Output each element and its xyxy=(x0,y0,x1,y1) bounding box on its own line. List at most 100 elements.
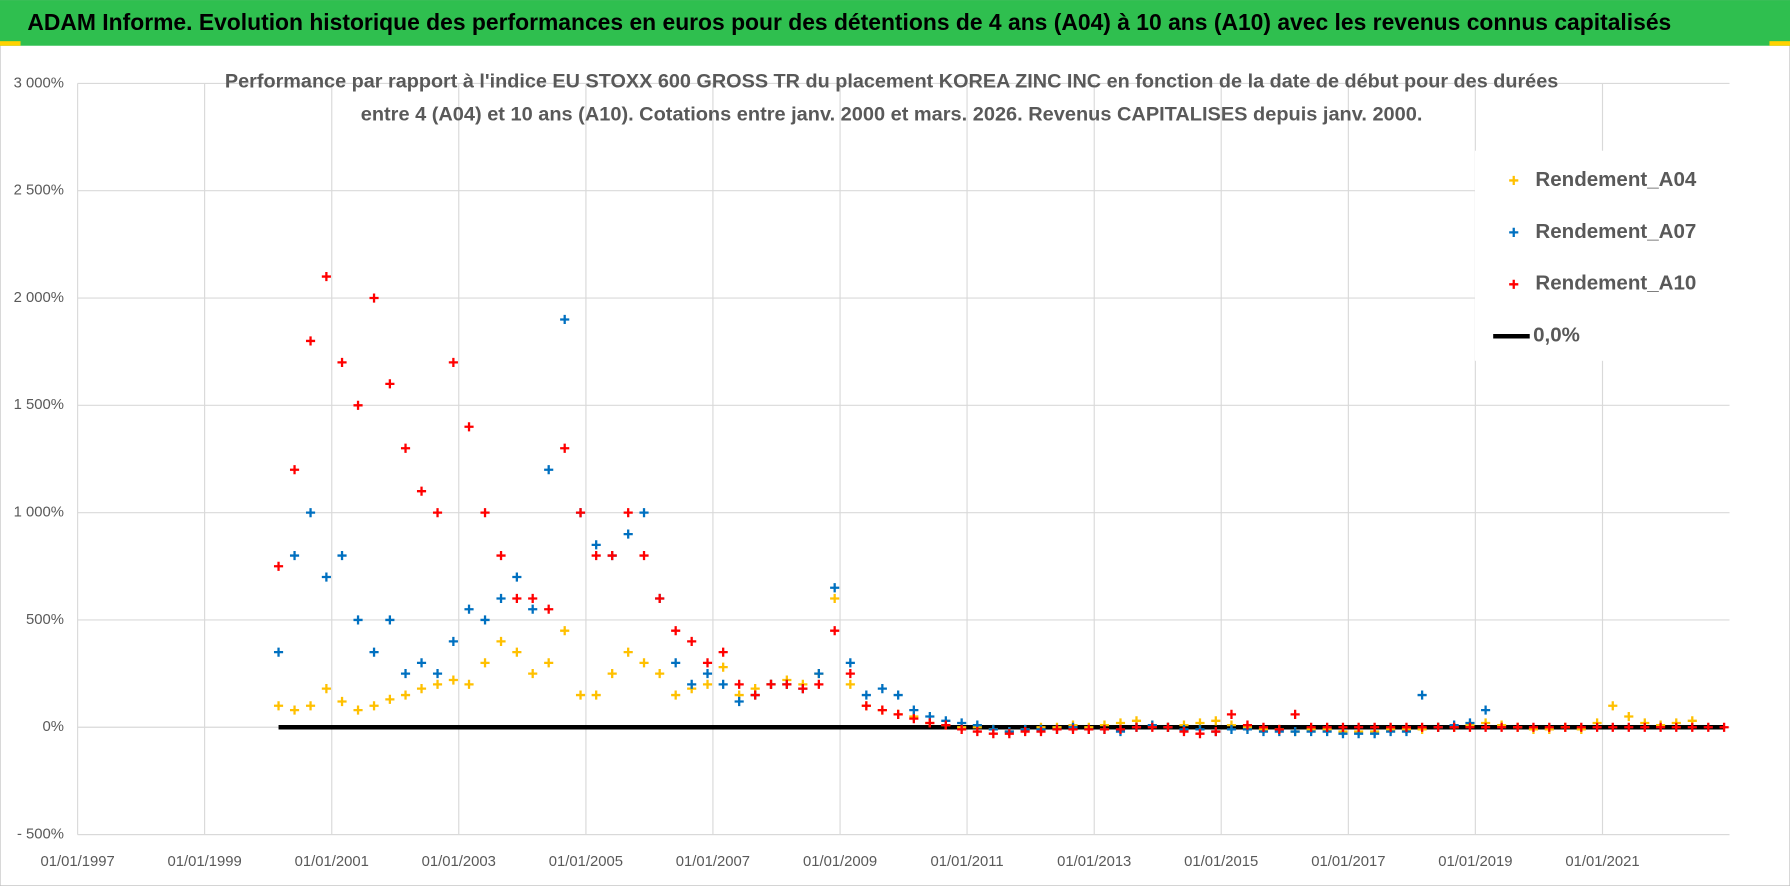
point xyxy=(1211,726,1221,737)
point xyxy=(1656,722,1666,732)
legend-label: Rendement_A04 xyxy=(1535,168,1696,191)
header: ADAM Informe. Evolution historique des p… xyxy=(27,9,1671,35)
x-tick-label: 01/01/1997 xyxy=(41,854,115,870)
point xyxy=(1703,722,1713,732)
point xyxy=(1401,722,1412,732)
point xyxy=(289,550,300,561)
point xyxy=(1354,722,1364,732)
point xyxy=(702,658,713,668)
point xyxy=(432,508,443,518)
point xyxy=(1449,722,1459,732)
point xyxy=(845,669,855,679)
point xyxy=(432,679,443,689)
point xyxy=(1036,726,1046,737)
point xyxy=(1338,722,1348,732)
point xyxy=(671,626,681,636)
point xyxy=(861,701,871,711)
point xyxy=(1433,722,1443,732)
point xyxy=(1608,701,1618,711)
header-accent xyxy=(1769,41,1790,46)
point xyxy=(560,314,570,325)
point xyxy=(1258,722,1269,732)
point xyxy=(607,550,617,561)
point xyxy=(1020,726,1030,737)
point xyxy=(496,550,506,561)
point xyxy=(1179,726,1189,737)
point xyxy=(560,443,570,453)
point xyxy=(1671,722,1681,732)
point xyxy=(1417,690,1427,700)
x-tick-label: 01/01/2001 xyxy=(295,854,369,870)
point xyxy=(909,705,919,715)
point xyxy=(972,726,982,737)
header-accent xyxy=(0,41,21,46)
point xyxy=(957,724,967,734)
point xyxy=(1560,722,1570,732)
legend-label: 0,0% xyxy=(1533,324,1580,347)
point xyxy=(528,593,538,604)
point xyxy=(353,400,363,410)
point xyxy=(385,694,395,704)
point xyxy=(528,604,538,614)
legend-label: Rendement_A07 xyxy=(1535,220,1696,243)
x-tick-label: 01/01/2003 xyxy=(422,854,496,870)
point xyxy=(1608,722,1618,732)
point xyxy=(1290,709,1300,719)
point xyxy=(1322,722,1332,732)
point xyxy=(702,679,713,689)
point xyxy=(305,508,316,518)
point xyxy=(1195,729,1205,739)
point xyxy=(639,658,649,668)
point xyxy=(845,658,855,668)
x-tick-label: 01/01/2017 xyxy=(1311,854,1385,870)
point xyxy=(830,593,840,604)
point xyxy=(385,615,395,625)
point xyxy=(591,540,601,550)
chart-title: entre 4 (A04) et 10 ans (A10). Cotations… xyxy=(361,103,1423,125)
plot xyxy=(273,271,1729,739)
point xyxy=(639,508,649,518)
y-tick-label: 2 000% xyxy=(14,290,64,306)
point xyxy=(305,336,316,346)
point xyxy=(369,647,379,657)
point xyxy=(1226,724,1237,734)
point xyxy=(400,443,411,453)
point xyxy=(861,690,871,700)
legend-swatch xyxy=(1509,227,1519,237)
point xyxy=(464,422,474,432)
point xyxy=(591,550,601,561)
point xyxy=(544,658,554,668)
point xyxy=(400,669,411,679)
legend: Rendement_A04 Rendement_A07 Rendement_A10 0… xyxy=(1493,168,1697,347)
point xyxy=(893,709,903,719)
chart-title: Performance par rapport à l'indice EU ST… xyxy=(225,70,1558,92)
point xyxy=(1624,711,1634,722)
point xyxy=(1544,722,1554,732)
point xyxy=(766,679,776,689)
point xyxy=(814,679,824,689)
point xyxy=(1163,722,1173,732)
point xyxy=(353,615,363,625)
point xyxy=(321,572,331,582)
point xyxy=(1640,722,1650,732)
point xyxy=(512,593,522,604)
point xyxy=(353,705,363,715)
point xyxy=(925,718,935,728)
point xyxy=(369,701,379,711)
point xyxy=(1004,729,1014,739)
point xyxy=(734,679,744,689)
grid: - 500% 0% 500% 1 000% 1 500% 2 000% 2 500% 3 00… xyxy=(14,75,1730,870)
point xyxy=(687,636,697,646)
point xyxy=(655,593,665,604)
point xyxy=(1386,722,1396,732)
point xyxy=(1052,724,1062,734)
point xyxy=(273,647,284,657)
x-tick-label: 01/01/2013 xyxy=(1057,854,1131,870)
point xyxy=(369,293,379,303)
point xyxy=(877,684,887,694)
point xyxy=(1242,720,1253,730)
point xyxy=(496,593,506,604)
legend-swatch xyxy=(1509,279,1519,289)
point xyxy=(575,690,586,700)
